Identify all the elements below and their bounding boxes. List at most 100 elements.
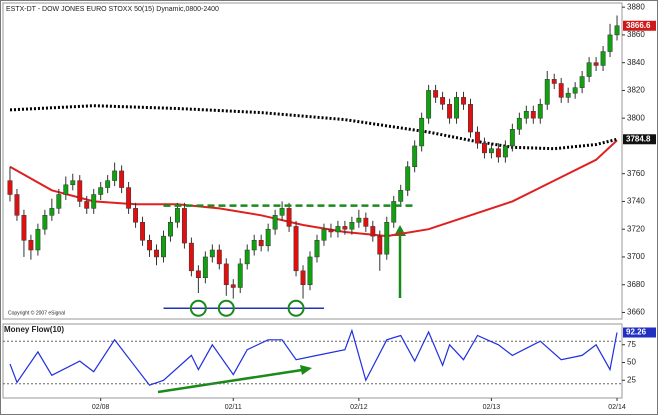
- y-tick-label: 25: [627, 375, 636, 384]
- candle-body: [314, 240, 320, 258]
- candle-body: [168, 222, 173, 237]
- value-box: [623, 134, 656, 145]
- candle-body: [161, 235, 166, 258]
- candle-body: [42, 215, 48, 230]
- candle-body: [147, 240, 152, 251]
- value-box: [623, 327, 656, 338]
- candle-body: [119, 170, 125, 188]
- low-circle: [189, 299, 207, 317]
- candle-body: [126, 187, 132, 209]
- y-tick-label: 3800: [627, 113, 645, 122]
- y-tick-label: 3700: [627, 252, 645, 261]
- low-circle: [287, 299, 305, 317]
- candle-body: [70, 180, 76, 186]
- candle-body: [223, 263, 229, 285]
- y-tick-label: 3820: [627, 86, 645, 95]
- candle-body: [412, 145, 418, 167]
- candle-body: [328, 228, 334, 233]
- money-flow-line: [9, 328, 618, 386]
- candle-body: [293, 226, 299, 272]
- candle-body: [154, 249, 159, 258]
- indicator-panel: [2, 323, 623, 399]
- candle-body: [188, 242, 194, 272]
- x-tick-label: 02/14: [608, 404, 626, 411]
- candle-body: [551, 79, 557, 84]
- candle-body: [133, 208, 139, 223]
- candle-body: [468, 104, 473, 133]
- candle-body: [56, 194, 62, 209]
- chart-title: ESTX-DT - DOW JONES EURO STOXX 50(15) Dy…: [6, 6, 219, 13]
- candle-body: [49, 208, 55, 216]
- candle-body: [300, 270, 306, 285]
- x-tick-label: 02/11: [225, 404, 242, 411]
- candle-body: [209, 249, 215, 258]
- candle-body: [370, 226, 376, 237]
- candle-body: [579, 76, 585, 88]
- value-box-label: 92.26: [626, 328, 647, 337]
- candle-body: [258, 240, 264, 247]
- y-tick-label: 3760: [627, 169, 645, 178]
- candle-body: [593, 62, 599, 66]
- candle-body: [265, 228, 271, 247]
- arrow-shaft: [157, 368, 303, 394]
- candle-body: [244, 249, 250, 265]
- candle-body: [454, 97, 459, 119]
- value-box: [623, 20, 656, 31]
- candle-body: [405, 166, 411, 191]
- candle-body: [572, 87, 578, 94]
- y-tick-label: 3660: [627, 308, 645, 317]
- candle-body: [516, 117, 522, 130]
- candle-body: [384, 222, 390, 255]
- candle-body: [98, 187, 104, 195]
- x-tick-label: 02/13: [483, 404, 501, 411]
- value-box-label: 3866.6: [626, 21, 651, 30]
- divergence-arrow: [157, 365, 312, 394]
- candle-body: [91, 194, 97, 209]
- candle-body: [35, 228, 41, 251]
- y-tick-label: 3720: [627, 224, 645, 233]
- candle-body: [230, 284, 236, 288]
- candle-body: [28, 240, 34, 251]
- candle-body: [461, 97, 466, 105]
- candle-body: [363, 217, 369, 227]
- candle-body: [537, 104, 543, 119]
- candle-body: [440, 97, 446, 105]
- candle-body: [419, 117, 425, 147]
- candle-body: [286, 208, 292, 227]
- candle-body: [586, 62, 592, 77]
- candle-body: [195, 270, 201, 279]
- candle-body: [523, 110, 529, 119]
- candle-body: [398, 190, 404, 202]
- candle-body: [237, 263, 243, 288]
- candle-body: [105, 180, 111, 188]
- candle-body: [335, 226, 341, 233]
- y-tick-label: 3840: [627, 58, 645, 67]
- candle-body: [14, 194, 20, 216]
- y-tick-label: 50: [627, 358, 636, 367]
- value-box-label: 3784.8: [626, 134, 651, 143]
- price-panel: [2, 2, 623, 320]
- candle-body: [565, 92, 571, 98]
- candle-body: [112, 170, 118, 181]
- moving-average: [9, 104, 618, 151]
- candle-body: [377, 235, 383, 255]
- y-tick-label: 3740: [627, 197, 645, 206]
- candle-body: [140, 222, 146, 241]
- candle-body: [181, 208, 187, 244]
- candle-body: [558, 83, 564, 98]
- candle-body: [349, 222, 355, 230]
- candle-body: [502, 145, 508, 158]
- candle-body: [342, 226, 348, 230]
- candle-body: [481, 142, 487, 154]
- low-circle: [217, 299, 235, 317]
- candle-body: [475, 131, 480, 144]
- x-tick-label: 02/08: [92, 404, 110, 411]
- y-tick-label: 3880: [627, 2, 645, 11]
- candle-body: [174, 208, 180, 223]
- indicator-title: Money Flow(10): [4, 325, 64, 334]
- candle-body: [272, 215, 278, 230]
- candle-body: [495, 148, 501, 158]
- copyright: Copyright © 2007 eSignal: [8, 309, 65, 316]
- candle-body: [84, 201, 90, 209]
- arrow-head: [300, 365, 312, 375]
